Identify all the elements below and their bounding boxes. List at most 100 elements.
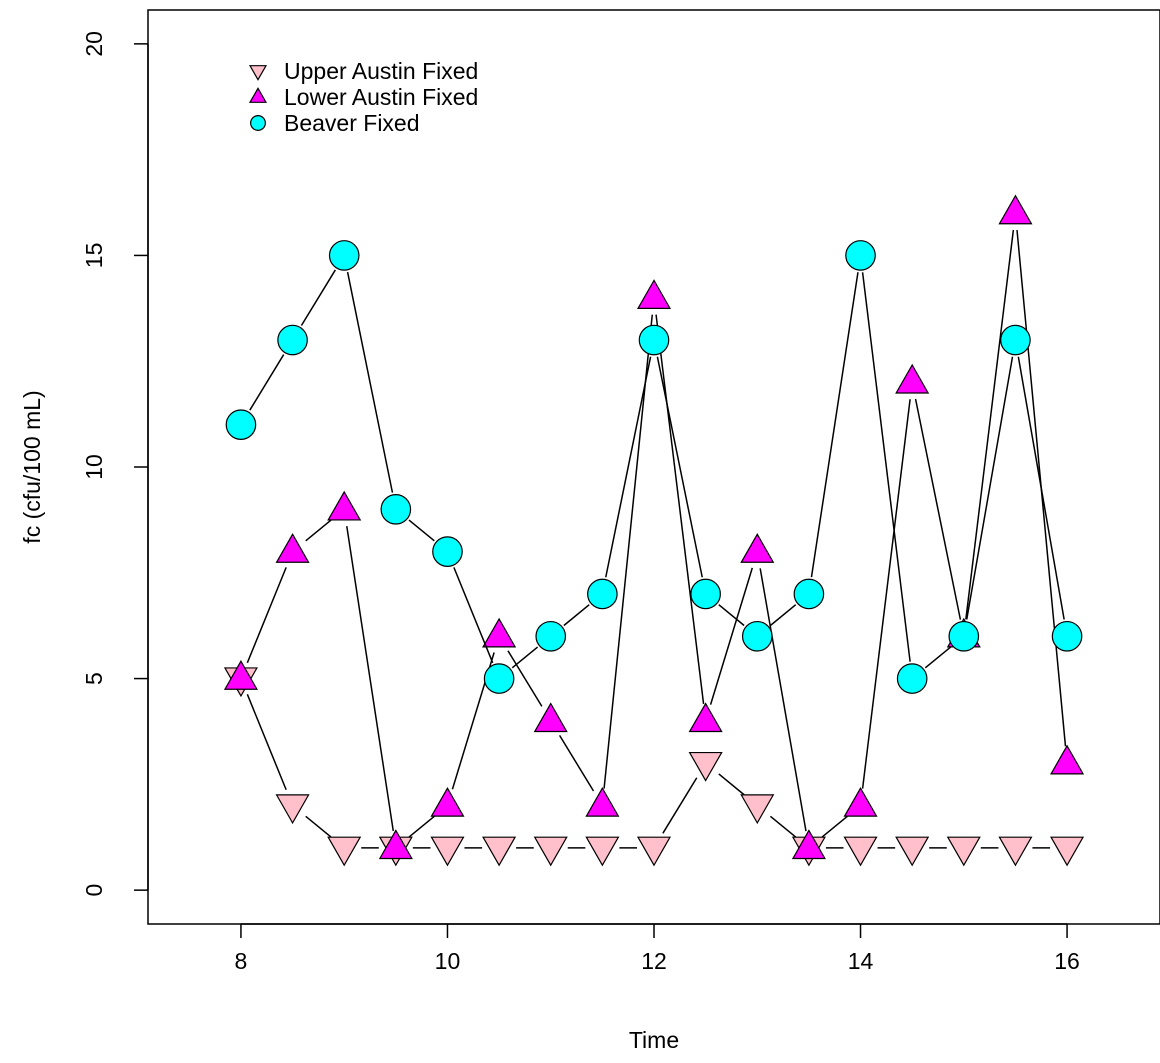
data-point-circle [587,578,618,610]
legend-label: Lower Austin Fixed [284,84,478,110]
data-point-triangle-up [327,490,362,521]
data-point-triangle-up [248,87,268,103]
x-tick-label: 8 [235,948,248,974]
data-point-circle [250,115,266,131]
data-point-triangle-up [1050,744,1085,775]
series-line-segment [558,735,595,792]
data-point-circle [432,536,463,567]
series-line-segment [603,314,654,789]
data-point-triangle-down [430,836,465,867]
series-line-segment [1017,356,1065,620]
y-tick-label: 15 [81,243,107,269]
series-line-segment [861,272,911,662]
data-point-triangle-down [998,836,1033,867]
data-point-triangle-down [688,751,723,782]
series-line-segment [305,519,332,542]
series-line-segment [821,815,848,838]
series-line-segment [718,604,745,627]
data-point-triangle-up [998,194,1033,225]
data-point-circle [380,493,412,525]
data-point-triangle-up [275,533,310,563]
series-line-segment [861,399,911,789]
series-1 [223,667,1085,867]
series-line-segment [718,773,745,796]
y-tick-label: 0 [81,884,107,897]
data-point-triangle-up [636,279,672,309]
data-point-triangle-down [482,836,517,867]
series-line-segment [709,567,754,705]
series-line-segment [346,271,394,493]
y-tick-label: 10 [81,454,107,480]
data-point-triangle-down [740,794,775,825]
data-point-circle [638,324,670,356]
series-line-segment [965,356,1014,620]
data-point-triangle-up [895,363,930,394]
data-point-triangle-down [895,836,930,867]
series-line-segment [563,604,590,627]
data-point-triangle-down [946,836,981,867]
data-point-triangle-down [327,836,362,867]
series-line-segment [408,519,435,542]
data-point-circle [793,578,825,610]
series-line-segment [246,567,287,664]
y-tick-label: 5 [81,672,107,685]
x-tick-label: 12 [641,948,667,974]
data-point-triangle-down [248,65,268,81]
x-axis-label: Time [629,1027,679,1053]
series-line-segment [662,777,698,834]
data-point-triangle-up [688,702,723,733]
series-line-segment [924,646,952,669]
data-point-circle [896,663,928,694]
y-axis-label: fc (cfu/100 mL) [19,390,45,543]
series-line-segment [453,567,494,664]
series-line-segment [408,815,435,838]
data-point-circle [483,663,515,694]
series-line-segment [605,356,652,578]
series-line-segment [507,650,543,707]
series-line-segment [511,646,539,669]
data-point-circle [948,620,980,652]
series-3 [225,240,1083,694]
data-point-triangle-down [585,836,620,867]
series-line-segment [810,272,859,578]
data-point-triangle-down [1050,836,1085,867]
x-tick-label: 10 [435,948,461,974]
data-point-triangle-down [275,794,310,825]
series-layer [223,194,1085,867]
data-point-triangle-up [482,617,517,648]
series-line-segment [246,694,287,791]
y-axis: 0 5 10 15 20 [81,31,149,897]
data-point-triangle-up [223,660,258,690]
data-point-triangle-down [636,836,672,867]
series-2 [223,194,1085,860]
x-tick-label: 14 [848,948,874,974]
data-point-circle [741,620,773,652]
series-line-segment [656,356,703,578]
series-line-segment [759,568,807,832]
data-point-triangle-up [791,829,826,860]
data-point-circle [1051,620,1083,652]
y-tick-label: 20 [81,31,107,57]
data-point-triangle-down [843,836,878,867]
data-point-circle [690,578,721,610]
legend-label: Upper Austin Fixed [284,58,478,84]
legend-item: Lower Austin Fixed [248,84,478,110]
series-line-segment [769,604,797,627]
data-point-triangle-up [843,786,878,817]
data-point-triangle-up [430,786,465,817]
data-point-triangle-up [740,533,775,563]
series-line-segment [769,815,797,838]
series-line-segment [655,314,705,705]
data-point-triangle-up [585,786,620,817]
series-line-segment [305,815,332,838]
legend-item: Beaver Fixed [250,110,420,136]
plot-frame [147,9,1160,925]
series-line-segment [965,229,1015,620]
data-point-circle [277,324,308,356]
data-point-circle [845,240,876,271]
data-point-circle [1000,324,1031,356]
series-line-segment [300,269,336,326]
x-axis: 8 10 12 14 16 [235,923,1080,974]
